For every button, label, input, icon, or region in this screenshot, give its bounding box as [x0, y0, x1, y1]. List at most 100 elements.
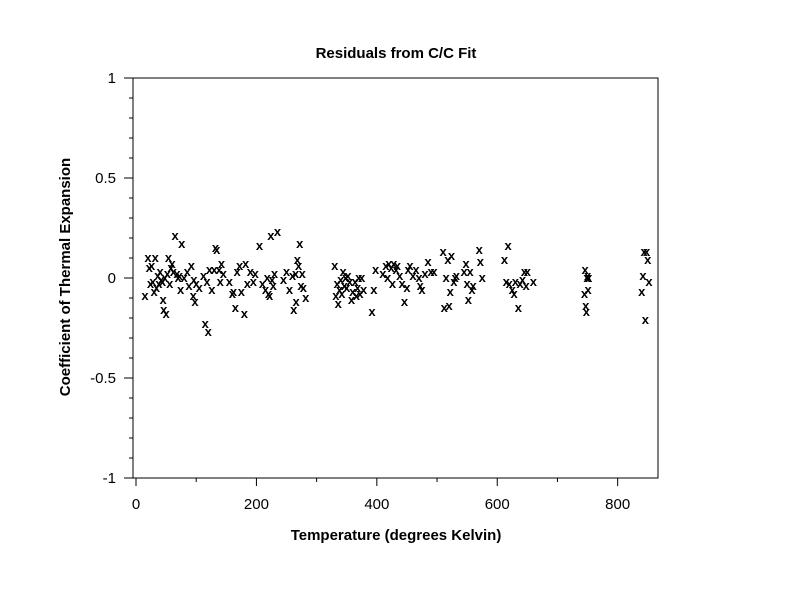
- data-point: x: [453, 268, 461, 283]
- data-point: x: [159, 274, 167, 289]
- data-point: x: [166, 276, 174, 291]
- data-point: x: [388, 260, 396, 275]
- data-point: x: [200, 268, 208, 283]
- data-point: x: [232, 300, 240, 315]
- data-point: x: [247, 264, 255, 279]
- y-tick-label: -0.5: [90, 370, 116, 387]
- data-point: x: [149, 274, 157, 289]
- x-axis-label: Temperature (degrees Kelvin): [291, 527, 502, 544]
- data-point: x: [409, 268, 417, 283]
- data-point: x: [148, 258, 156, 273]
- data-point: x: [289, 268, 297, 283]
- data-point: x: [341, 278, 349, 293]
- data-point: x: [152, 250, 160, 265]
- data-point: x: [170, 264, 178, 279]
- data-point: x: [190, 272, 198, 287]
- data-point: x: [521, 264, 529, 279]
- data-point: x: [415, 270, 423, 285]
- data-point: x: [448, 248, 456, 263]
- data-point: x: [294, 252, 302, 267]
- data-point: x: [338, 286, 346, 301]
- data-point: x: [506, 276, 514, 291]
- data-point: x: [208, 282, 216, 297]
- data-point: x: [405, 262, 413, 277]
- data-point: x: [439, 244, 447, 259]
- data-point: x: [344, 268, 352, 283]
- data-point: x: [517, 276, 525, 291]
- data-point: x: [283, 264, 291, 279]
- data-point: x: [161, 270, 169, 285]
- data-points: xxxxxxxxxxxxxxxxxxxxxxxxxxxxxxxxxxxxxxxx…: [141, 224, 653, 339]
- data-point: x: [358, 270, 366, 285]
- data-point: x: [259, 276, 267, 291]
- data-point: x: [424, 254, 432, 269]
- data-point: x: [196, 280, 204, 295]
- data-point: x: [211, 262, 219, 277]
- data-point: x: [479, 270, 487, 285]
- data-point: x: [155, 276, 163, 291]
- data-point: x: [353, 288, 361, 303]
- data-point: x: [300, 280, 308, 295]
- data-point: x: [392, 262, 400, 277]
- data-point: x: [354, 280, 362, 295]
- data-point: x: [585, 282, 593, 297]
- x-tick-label: 0: [132, 496, 140, 513]
- data-point: x: [639, 268, 647, 283]
- data-point: x: [218, 256, 226, 271]
- data-point: x: [141, 288, 149, 303]
- data-point: x: [205, 324, 213, 339]
- data-point: x: [462, 256, 470, 271]
- y-tick-label: 1: [108, 70, 116, 87]
- data-point: x: [203, 274, 211, 289]
- chart-title: Residuals from C/C Fit: [316, 45, 477, 62]
- data-point: x: [370, 282, 378, 297]
- data-point: x: [270, 278, 278, 293]
- data-point: x: [271, 266, 279, 281]
- data-point: x: [190, 288, 198, 303]
- y-tick-label: 0: [108, 270, 116, 287]
- data-point: x: [160, 302, 168, 317]
- data-point: x: [355, 270, 363, 285]
- data-point: x: [406, 258, 414, 273]
- data-point: x: [468, 282, 476, 297]
- data-point: x: [450, 274, 458, 289]
- data-point: x: [290, 302, 298, 317]
- data-point: x: [451, 270, 459, 285]
- data-point: x: [212, 240, 220, 255]
- data-point: x: [213, 242, 221, 257]
- data-point: x: [293, 294, 301, 309]
- data-point: x: [146, 260, 154, 275]
- data-point: x: [368, 304, 376, 319]
- data-point: x: [296, 236, 304, 251]
- data-point: x: [181, 270, 189, 285]
- x-tick-label: 400: [364, 496, 389, 513]
- data-point: x: [412, 262, 420, 277]
- data-point: x: [175, 270, 183, 285]
- data-point: x: [169, 256, 177, 271]
- x-tick-label: 600: [485, 496, 510, 513]
- data-point: x: [167, 260, 175, 275]
- data-point: x: [384, 270, 392, 285]
- data-point: x: [467, 264, 475, 279]
- data-point: x: [297, 278, 305, 293]
- data-point: x: [299, 266, 307, 281]
- data-point: x: [421, 266, 429, 281]
- data-point: x: [332, 288, 340, 303]
- data-point: x: [144, 250, 152, 265]
- data-point: x: [226, 274, 234, 289]
- data-point: x: [581, 286, 589, 301]
- data-point: x: [444, 252, 452, 267]
- data-point: x: [267, 228, 275, 243]
- data-point: x: [427, 264, 435, 279]
- data-point: x: [396, 268, 404, 283]
- data-point: x: [379, 266, 387, 281]
- data-point: x: [164, 266, 172, 281]
- data-point: x: [335, 296, 343, 311]
- data-point: x: [510, 286, 518, 301]
- data-point: x: [230, 284, 238, 299]
- data-point: x: [642, 312, 650, 327]
- data-point: x: [582, 262, 590, 277]
- data-point: x: [643, 244, 651, 259]
- data-point: x: [185, 278, 193, 293]
